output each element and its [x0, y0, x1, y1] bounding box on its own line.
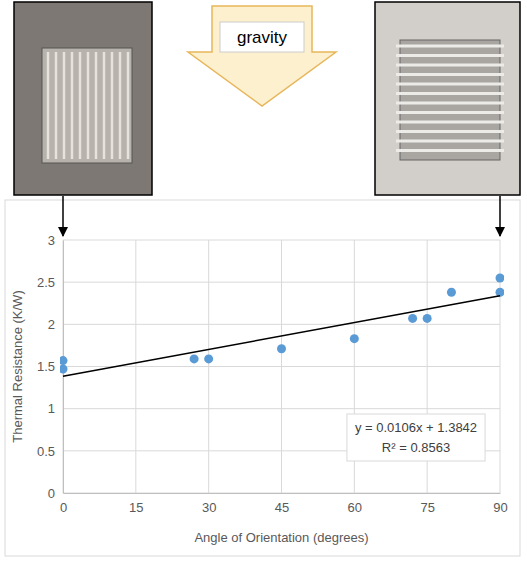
fin: [396, 45, 504, 48]
x-tick: 60: [348, 493, 362, 515]
x-tick: 45: [275, 493, 289, 515]
r-squared: R² = 0.8563: [382, 440, 450, 455]
y-tick: 1.5: [37, 359, 63, 374]
fin: [95, 52, 98, 159]
fin: [127, 52, 130, 159]
x-tick: 15: [129, 493, 143, 515]
y-tick: 0.5: [37, 443, 63, 458]
photo-left: [14, 2, 152, 195]
fin: [396, 83, 504, 86]
equation-annotation: y = 0.0106x + 1.3842 R² = 0.8563: [347, 414, 485, 461]
fin: [55, 52, 58, 159]
gravity-label-box: [220, 22, 304, 52]
fin: [111, 52, 114, 159]
fin: [63, 52, 66, 159]
x-tick-label: 45: [275, 500, 289, 515]
y-axis: 0 0.5 1 1.5 2 2.5 3: [37, 233, 64, 501]
grid-line-x: [135, 240, 136, 493]
fin: [47, 52, 50, 159]
x-tick: 0: [60, 493, 67, 515]
heat-sink: [42, 48, 132, 163]
photo-frame: [14, 2, 152, 195]
fin: [396, 102, 504, 105]
y-tick: 3: [48, 233, 63, 248]
fin: [87, 52, 90, 159]
y-tick-label: 3: [48, 233, 55, 248]
fin: [396, 140, 504, 143]
fin: [396, 130, 504, 133]
y-axis-title: Thermal Resistance (K/W): [10, 290, 25, 442]
x-tick-label: 0: [60, 500, 67, 515]
fin: [396, 149, 504, 152]
chart-frame: [5, 200, 520, 556]
fin: [396, 121, 504, 124]
data-point: [423, 314, 432, 323]
data-point: [204, 354, 213, 363]
data-point: [60, 356, 68, 365]
y-tick-label: 1: [48, 401, 55, 416]
y-tick-label: 0.5: [37, 443, 55, 458]
annotation-box: [347, 414, 485, 461]
y-tick: 2.5: [37, 275, 63, 290]
fin: [396, 54, 504, 57]
x-axis: 0 15 30 45 60 75 90: [60, 493, 508, 515]
photo-right: [375, 2, 520, 195]
fin: [103, 52, 106, 159]
grid-line-x: [281, 240, 282, 493]
fin: [396, 111, 504, 114]
data-point: [277, 344, 286, 353]
y-tick: 1: [48, 401, 63, 416]
x-tick: 75: [420, 493, 434, 515]
gravity-label: gravity: [237, 28, 288, 47]
pointer-arrow: [499, 196, 501, 236]
grid: [63, 240, 500, 493]
data-point: [496, 273, 505, 282]
trendline: [63, 296, 500, 376]
x-tick-label: 90: [493, 500, 507, 515]
x-axis-line: [64, 493, 501, 494]
y-tick-label: 0: [48, 486, 55, 501]
x-tick-label: 15: [129, 500, 143, 515]
data-point: [447, 288, 456, 297]
y-tick-label: 2: [48, 317, 55, 332]
fin: [79, 52, 82, 159]
x-tick-label: 75: [420, 500, 434, 515]
y-tick: 2: [48, 317, 63, 332]
fin: [396, 64, 504, 67]
x-tick-label: 60: [348, 500, 362, 515]
fin: [396, 73, 504, 76]
gravity-arrow: [188, 6, 336, 106]
fin: [396, 92, 504, 95]
plot-area: [60, 273, 504, 376]
y-tick-label: 2.5: [37, 275, 55, 290]
data-point: [408, 314, 417, 323]
x-tick: 90: [493, 493, 507, 515]
x-tick: 30: [202, 493, 216, 515]
fin: [71, 52, 74, 159]
y-tick: 0: [48, 486, 63, 501]
equation: y = 0.0106x + 1.3842: [355, 420, 477, 435]
photo-frame: [375, 2, 520, 195]
data-point: [190, 354, 199, 363]
data-point: [60, 365, 68, 374]
y-tick-label: 1.5: [37, 359, 55, 374]
fin: [119, 52, 122, 159]
x-axis-title: Angle of Orientation (degrees): [194, 530, 368, 545]
data-point: [350, 334, 359, 343]
grid-line-x: [208, 240, 209, 493]
pointer-arrow: [62, 196, 64, 236]
x-tick-label: 30: [202, 500, 216, 515]
